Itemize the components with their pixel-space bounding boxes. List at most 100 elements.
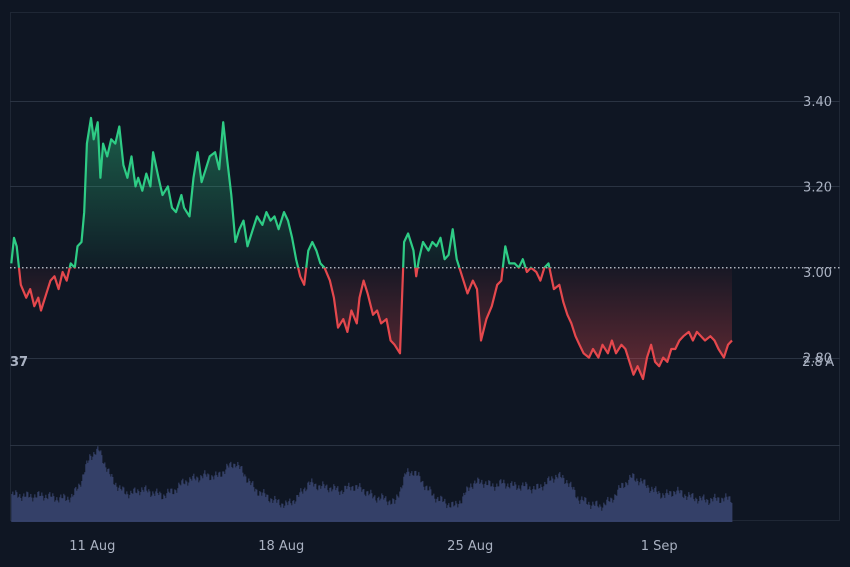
volume-bar [335,490,337,522]
volume-bar [40,495,42,522]
volume-bar [278,499,280,522]
volume-bar [639,482,641,522]
volume-bar [25,496,27,522]
volume-bar [533,485,535,522]
volume-bar [146,490,148,522]
volume-bar [13,495,15,522]
volume-bar [535,489,537,522]
volume-bar [437,497,439,522]
volume-bar [353,490,355,522]
volume-bar [113,484,115,522]
volume-bar [301,491,303,522]
volume-bar [420,482,422,522]
volume-bar [586,504,588,522]
volume-bar [696,499,698,522]
volume-bar [154,495,156,522]
volume-bar [234,463,236,522]
volume-bar [385,496,387,522]
volume-bar [55,500,57,522]
volume-bar [327,490,329,522]
volume-bar [721,497,723,522]
volume-bar [245,476,247,522]
volume-bar [48,493,50,522]
volume-bar [378,496,380,522]
volume-bar [697,503,699,522]
volume-bar [686,499,688,522]
volume-bar [576,498,578,522]
volume-bar [265,497,267,522]
volume-bar [284,505,286,522]
volume-bar [637,481,639,522]
volume-bar [155,491,157,522]
volume-bar [99,451,101,522]
volume-bar [64,495,66,522]
volume-bar [623,488,625,522]
volume-bar [227,465,229,522]
volume-bar [591,505,593,522]
volume-bar [161,499,163,522]
volume-bar [434,498,436,522]
volume-bar [577,496,579,522]
volume-bar [225,469,227,522]
volume-bar [566,480,568,522]
volume-bar [83,474,85,522]
volume-bar [316,489,318,522]
volume-bar [628,479,630,522]
volume-bar [643,479,645,522]
volume-bar [305,491,307,522]
volume-bar [402,485,404,522]
volume-bar [331,491,333,522]
volume-bar [287,505,289,522]
volume-bar [241,465,243,522]
volume-bar [515,484,517,522]
volume-bar [149,491,151,522]
volume-bar [631,477,633,522]
volume-bar [175,490,177,522]
volume-bar [237,462,239,522]
volume-bar [101,455,103,522]
volume-bar [549,480,551,522]
volume-bar [472,488,474,522]
volume-bar [106,471,108,522]
volume-bar [324,488,326,522]
volume-bar [254,491,256,522]
volume-bar [491,486,493,522]
volume-bar [85,464,87,522]
volume-bar [336,487,338,522]
volume-bar [70,497,72,522]
volume-bar [76,490,78,522]
volume-bar [72,496,74,522]
volume-bar [304,487,306,522]
volume-bar [662,493,664,522]
volume-bar [344,485,346,522]
volume-bar [654,488,656,522]
volume-bar [536,484,538,522]
volume-bar [632,473,634,522]
volume-bar [369,493,371,522]
volume-bar [482,484,484,522]
volume-bar [641,481,643,522]
volume-bar [226,463,228,522]
volume-bar [404,473,406,522]
volume-bar [121,490,123,522]
volume-bar [464,495,466,522]
volume-bar [341,490,343,522]
volume-bar [129,494,131,522]
volume-bar [27,492,29,522]
volume-bar [377,497,379,522]
volume-bar [418,472,420,522]
volume-bar [67,496,69,522]
volume-bar [148,489,150,522]
volume-bar [274,495,276,522]
volume-bar [346,489,348,522]
volume-bar [356,485,358,522]
volume-bar [723,501,725,522]
volume-bar [554,479,556,522]
volume-bar [547,478,549,522]
volume-bar [452,501,454,522]
price-line [10,116,733,381]
volume-bar [394,503,396,522]
volume-bar [193,473,195,522]
volume-bar [622,483,624,522]
volume-bar [421,481,423,522]
